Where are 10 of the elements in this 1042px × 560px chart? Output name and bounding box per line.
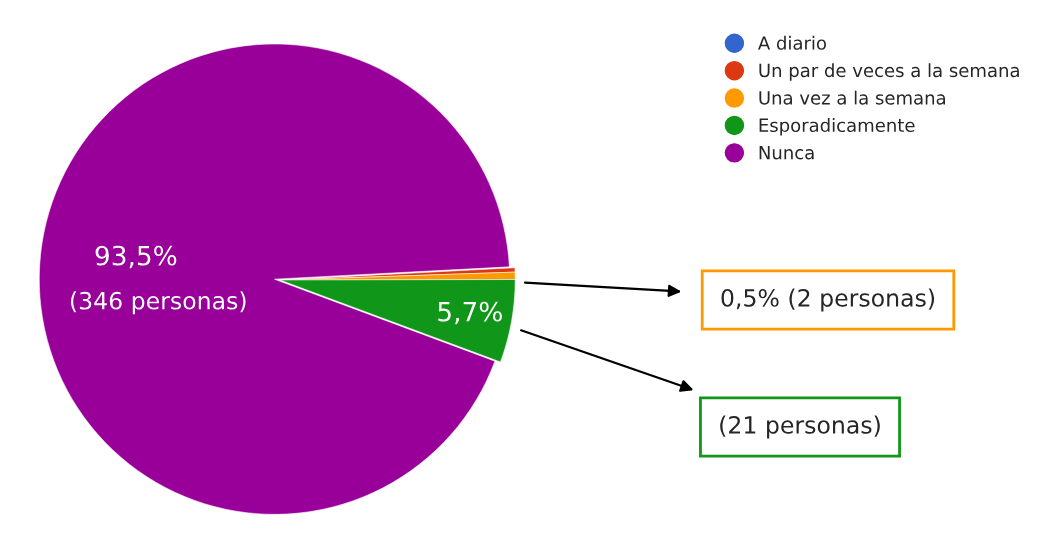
legend-label: Nunca <box>759 146 814 160</box>
text: (346 personas) <box>70 291 246 315</box>
legend-label: Un par de veces a la semana <box>759 63 1019 81</box>
legend-label: Una vez a la semana <box>759 90 945 105</box>
text: (21 personas) <box>720 415 880 439</box>
data-label: 5,7% <box>438 301 502 325</box>
legend-label: A diario <box>758 35 826 50</box>
text: 0,5% (2 personas) <box>721 288 935 312</box>
legend-label: Esporadicamente <box>759 118 915 136</box>
data-label: 93,5% <box>95 245 177 269</box>
